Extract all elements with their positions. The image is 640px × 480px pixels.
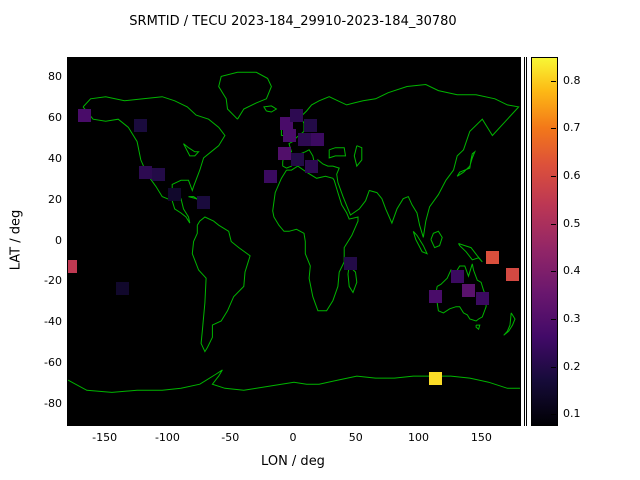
x-tick-label: -50 [221, 431, 240, 444]
x-axis-label: LON / deg [261, 454, 325, 469]
colorbar-tick-mark [551, 271, 556, 272]
colorbar-tick-mark [551, 128, 556, 129]
chart-title: SRMTID / TECU 2023-184_29910-2023-184_30… [129, 14, 457, 29]
data-cell [115, 281, 129, 295]
y-tick-label: 0 [55, 233, 62, 247]
colorbar-tick-label: 0.3 [563, 312, 581, 326]
data-cell [462, 283, 475, 297]
colorbar-tick-label: 0.6 [563, 169, 581, 183]
y-tick-label: -60 [44, 355, 62, 369]
coastline-borneo [430, 230, 443, 249]
x-tick-label: 50 [348, 431, 363, 444]
colorbar-tick-mark [551, 224, 556, 225]
y-tick-label: -80 [44, 396, 62, 410]
coastline-great_lakes [183, 143, 200, 157]
coastline-sumatra [412, 230, 429, 255]
y-tick-label: 60 [48, 111, 62, 125]
data-cell [168, 188, 182, 202]
x-tick-label: -150 [92, 431, 118, 444]
y-tick-label: 80 [48, 70, 62, 84]
data-cell [485, 251, 499, 265]
colorbar [531, 57, 558, 426]
coastline-africa [272, 165, 359, 312]
coastline-new_zealand [503, 312, 516, 336]
x-tick-label: 150 [470, 431, 492, 444]
coastline-south_america [191, 216, 251, 353]
colorbar-tick-label: 0.8 [563, 73, 581, 87]
coastline-tasmania [475, 324, 481, 331]
data-cell [77, 108, 91, 122]
colorbar-tick-label: 0.4 [563, 264, 581, 278]
coastline-greenland [218, 71, 272, 120]
data-cell [506, 267, 519, 281]
y-tick-label: -20 [44, 274, 62, 288]
colorbar-tick-label: 0.5 [563, 216, 581, 230]
data-cell [282, 129, 296, 142]
coastline-antarctica [68, 369, 520, 393]
coastline-madagascar [347, 265, 358, 294]
data-cell [134, 118, 148, 132]
data-cell [429, 290, 443, 304]
data-cell [429, 371, 443, 385]
x-tick-label: -100 [154, 431, 180, 444]
data-cell [297, 133, 311, 147]
y-tick-label: 40 [48, 151, 62, 165]
data-cell [197, 196, 211, 210]
data-cell [344, 257, 357, 271]
coastline-iceland [263, 105, 278, 113]
colorbar-tick-mark [551, 367, 556, 368]
data-cell [277, 147, 291, 161]
data-cell [263, 169, 277, 183]
data-cell [450, 269, 464, 283]
data-cell [280, 116, 293, 130]
coastline-japan [456, 150, 476, 177]
colorbar-tick-mark [551, 414, 556, 415]
data-cell [475, 292, 489, 306]
data-cell [139, 165, 153, 179]
data-cell [303, 118, 317, 132]
colorbar-tick-label: 0.2 [563, 359, 581, 373]
y-tick-label: 20 [48, 192, 62, 206]
coastline-new_guinea [458, 243, 483, 263]
data-cell [68, 259, 77, 273]
x-tick-label: 100 [408, 431, 430, 444]
data-cell [305, 159, 319, 173]
colorbar-tick-label: 0.7 [563, 121, 581, 135]
y-axis-label: LAT / deg [8, 209, 24, 271]
plot-colorbar-separator [524, 57, 527, 426]
colorbar-tick-label: 0.1 [563, 407, 581, 421]
coastline-eurasia [282, 83, 520, 238]
plot-area [67, 57, 521, 426]
colorbar-tick-mark [551, 319, 556, 320]
data-cell [151, 167, 165, 181]
coastline-black_sea [328, 147, 347, 159]
data-cell [311, 133, 325, 147]
data-cell [290, 108, 303, 122]
x-tick-label: 0 [289, 431, 297, 444]
colorbar-tick-mark [551, 81, 556, 82]
coastline-caspian_sea [353, 145, 363, 168]
colorbar-tick-mark [551, 176, 556, 177]
data-cell [291, 153, 305, 167]
y-tick-label: -40 [44, 315, 62, 329]
